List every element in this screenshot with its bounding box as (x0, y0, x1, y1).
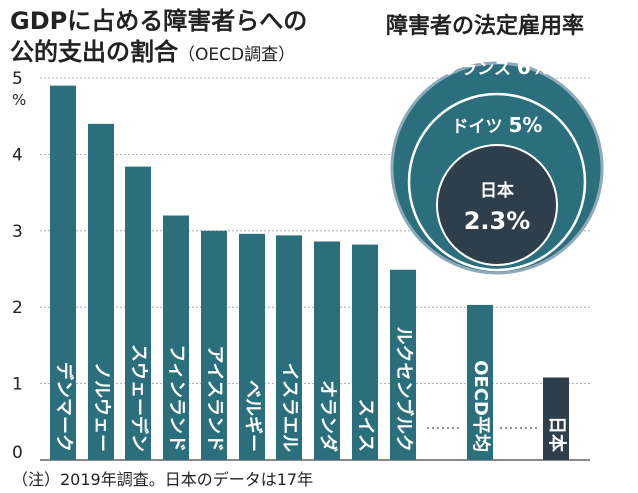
bar (201, 230, 227, 460)
japan-value: 2.3% (464, 207, 531, 235)
bar-label: アイスランド (204, 345, 225, 452)
japan-name: 日本 (480, 180, 514, 201)
bar-label: ルクセンブルク (393, 327, 415, 452)
bar-label: イスラエル (279, 363, 300, 452)
circle-japan (436, 144, 558, 266)
circle-chart-title: 障害者の法定雇用率 (386, 14, 585, 39)
bar (125, 166, 151, 460)
bar (276, 235, 302, 460)
germany-value: 5% (509, 113, 543, 137)
bar (88, 123, 114, 460)
bar (163, 215, 189, 460)
title-source: （OECD調査） (178, 45, 296, 65)
title-line-2: 公的支出の割合（OECD調査） (10, 37, 307, 71)
germany-label: ドイツ 5% (452, 113, 543, 137)
bar-label: スウェーデン (128, 344, 150, 452)
y-tick-label: 4 (12, 145, 23, 165)
bar-label: ノルウェー (91, 362, 112, 452)
bar-label: 日本 (546, 416, 568, 452)
bar-label: オランダ (317, 380, 339, 452)
germany-name: ドイツ (452, 117, 503, 137)
france-label: フランス 6% (443, 55, 551, 79)
bar-label: フィンランド (166, 344, 187, 452)
bar (543, 377, 569, 460)
y-unit-label: % (12, 91, 26, 109)
bar (467, 304, 493, 460)
bar (50, 85, 76, 460)
y-tick-label: 2 (12, 298, 23, 318)
bar (352, 244, 378, 460)
bar (390, 269, 416, 460)
france-name: フランス (443, 59, 511, 79)
bar (314, 241, 340, 460)
chart-title: GDPに占める障害者らへの 公的支出の割合（OECD調査） (10, 6, 307, 71)
y-tick-label: 3 (12, 222, 23, 242)
france-value: 6% (517, 55, 551, 79)
y-tick-label: 5 (12, 69, 23, 89)
bar-label: OECD平均 (470, 360, 492, 452)
bar (239, 233, 265, 460)
title-line-1: GDPに占める障害者らへの (10, 7, 308, 35)
footnote: （注）2019年調査。日本のデータは17年 (12, 470, 314, 489)
y-tick-label: 0 (12, 443, 23, 463)
bar-label: デンマーク (53, 362, 75, 452)
bar-label: ベルギー (242, 380, 263, 452)
y-tick-label: 1 (12, 375, 23, 395)
title-line-2-main: 公的支出の割合 (10, 38, 178, 66)
bar-label: スイス (355, 399, 376, 452)
